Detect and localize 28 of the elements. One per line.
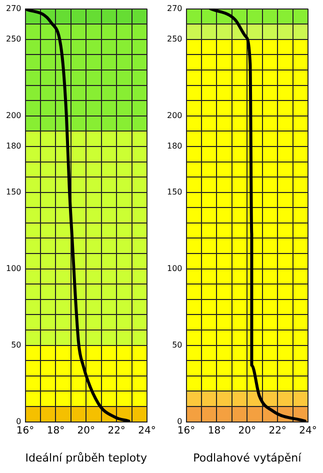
x-tick-label: 24°: [299, 425, 317, 436]
x-tick-label: 24°: [138, 425, 156, 436]
y-tick-label: 270: [6, 4, 22, 13]
x-tick-label: 22°: [108, 425, 126, 436]
x-tick-label: 18°: [208, 425, 226, 436]
y-tick-label: 100: [6, 264, 22, 273]
y-tick-label: 250: [6, 34, 22, 44]
y-tick-label: 270: [166, 4, 182, 13]
x-tick-label: 16°: [16, 425, 34, 436]
y-tick-label: 100: [166, 264, 182, 273]
y-tick-label: 0: [16, 416, 22, 426]
x-tick-label: 16°: [177, 425, 196, 436]
x-tick-label: 20°: [77, 425, 95, 436]
y-tick-label: 200: [166, 110, 182, 120]
y-tick-label: 50: [11, 340, 22, 350]
y-tick-label: 250: [166, 34, 182, 44]
y-tick-label: 180: [6, 142, 22, 151]
y-tick-label: 150: [166, 187, 182, 196]
y-tick-label: 200: [6, 110, 22, 120]
y-tick-label: 150: [6, 187, 22, 196]
x-tick-label: 22°: [268, 425, 286, 436]
x-tick-label: 18°: [46, 425, 65, 436]
y-tick-label: 180: [166, 142, 182, 151]
y-tick-label: 0: [177, 416, 182, 426]
x-axis-title: Ideální průběh teploty: [25, 451, 148, 464]
x-tick-label: 20°: [238, 425, 256, 436]
y-tick-label: 50: [172, 340, 182, 350]
x-axis-title: Podlahové vytápění: [193, 451, 302, 464]
